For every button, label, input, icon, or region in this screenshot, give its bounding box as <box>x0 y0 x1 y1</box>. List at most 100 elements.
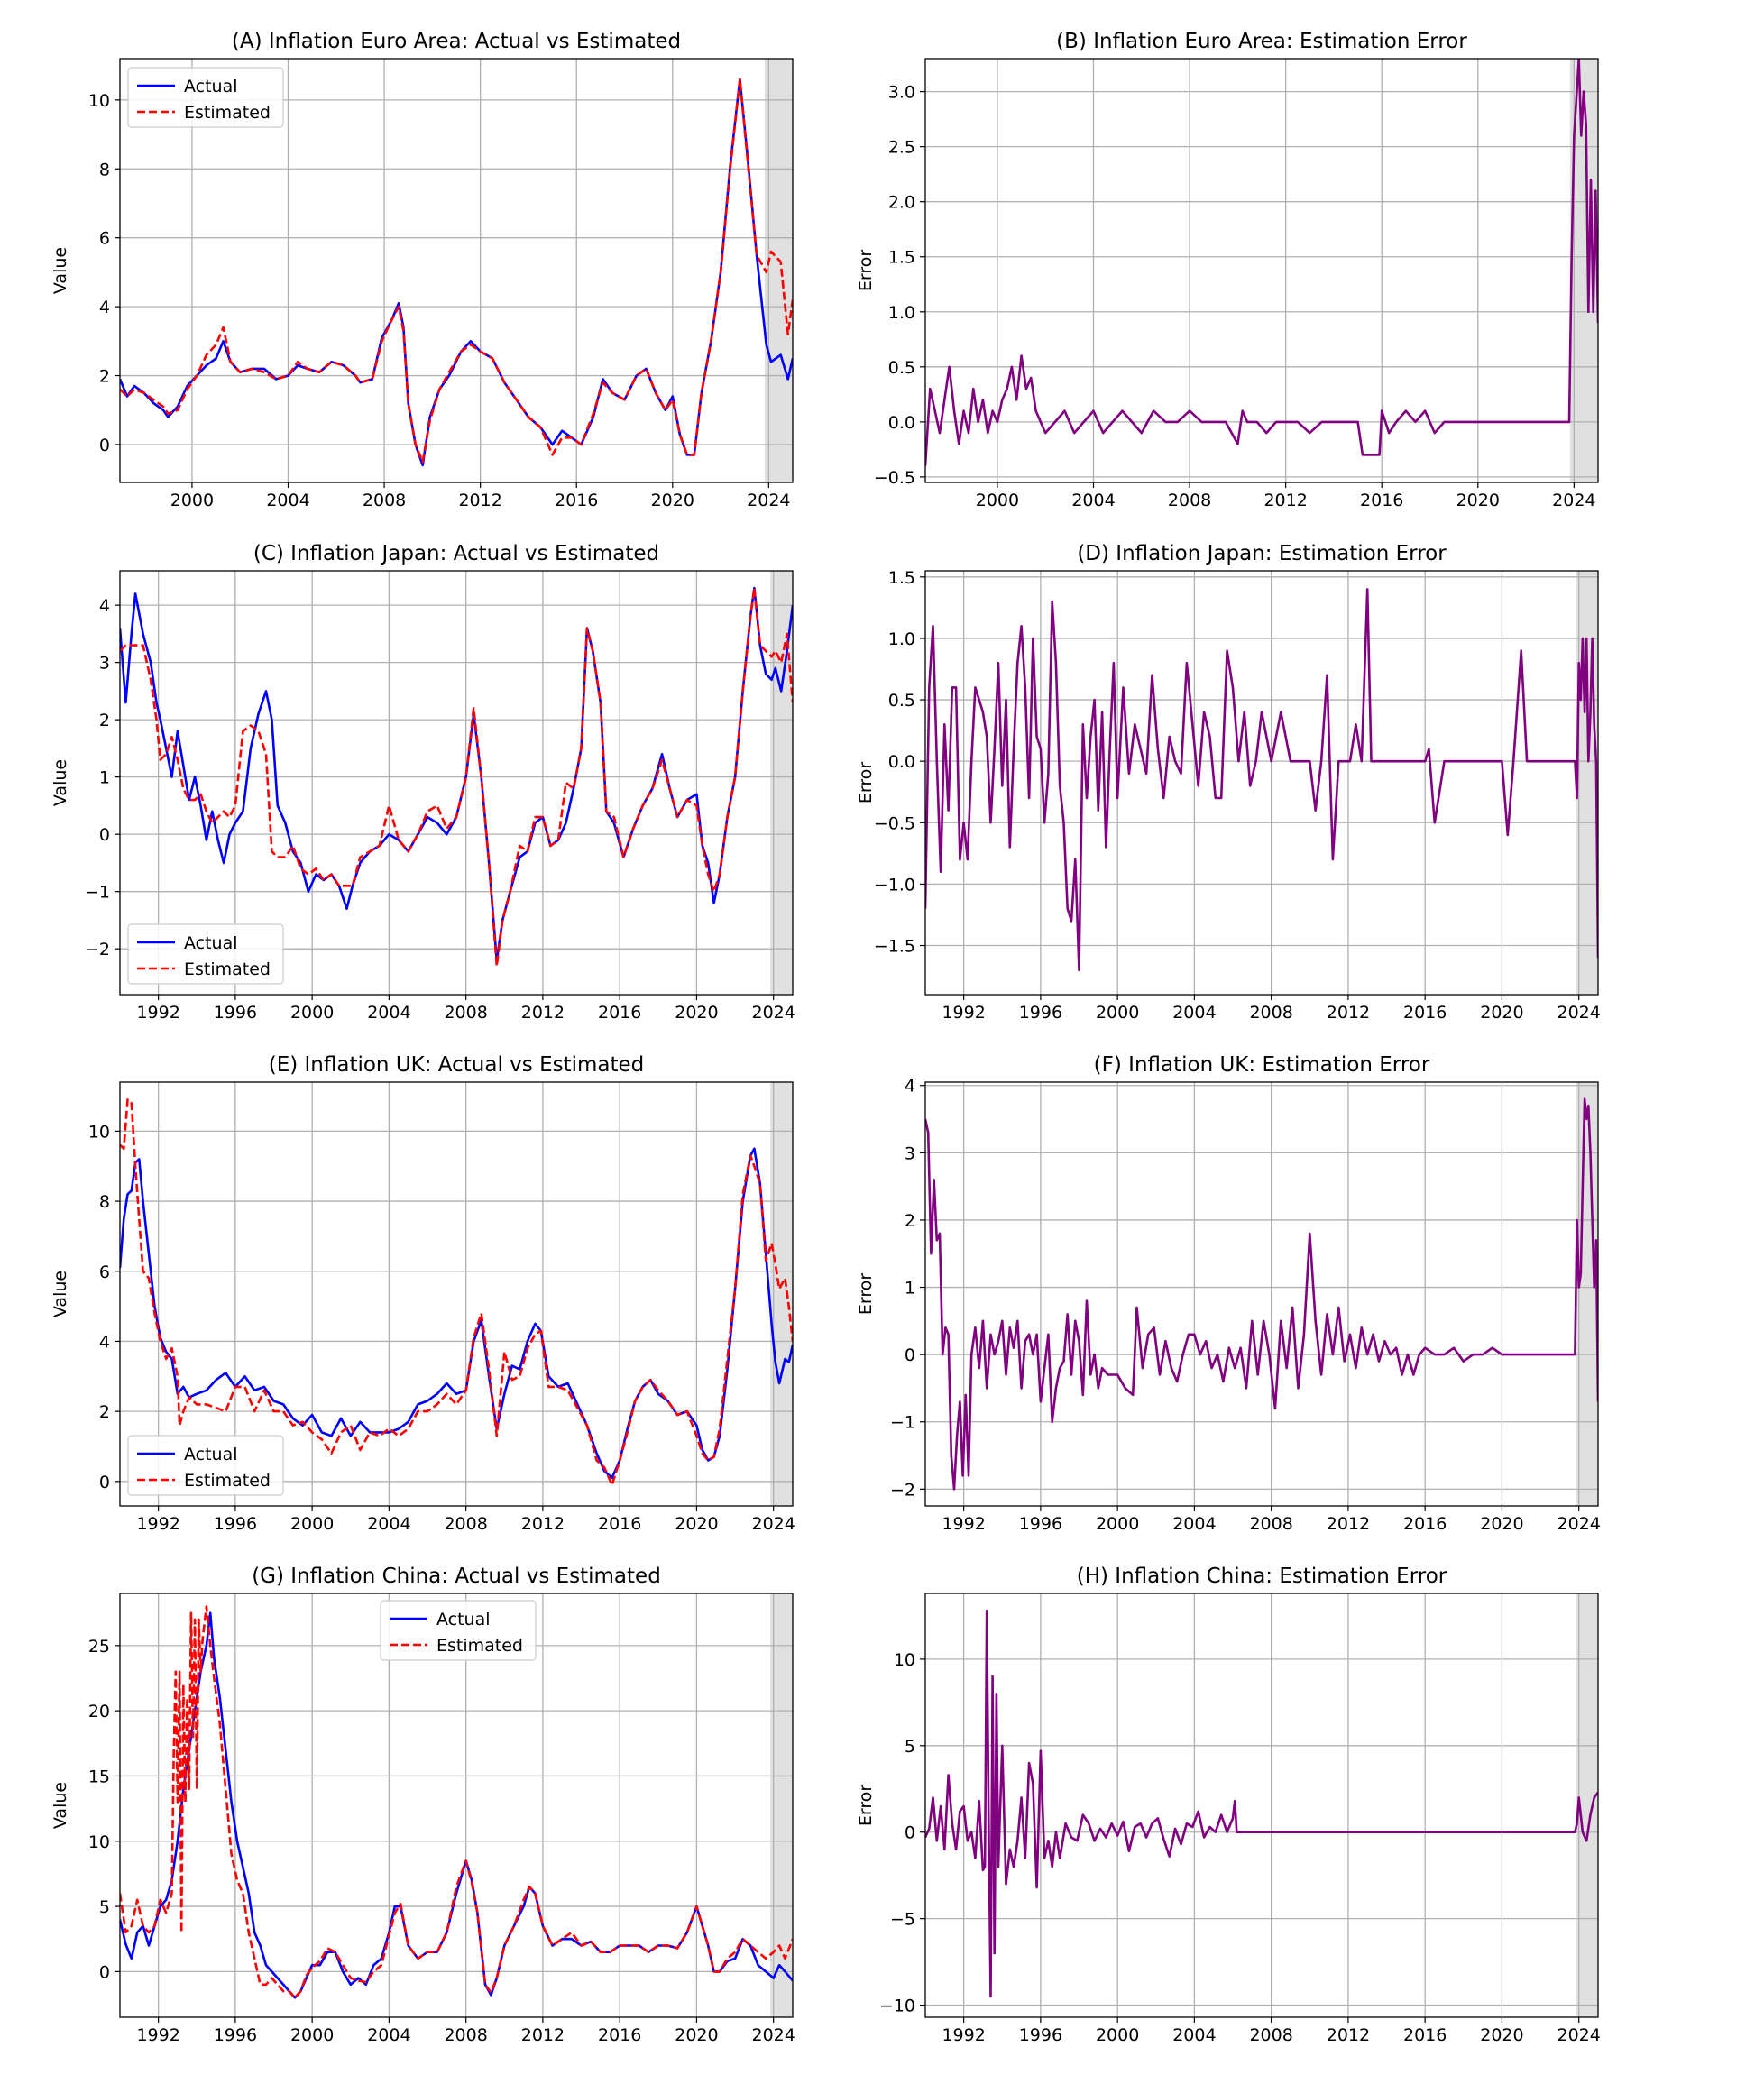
legend-label-actual: Actual <box>436 1610 491 1629</box>
legend: Actual Estimated <box>127 923 284 985</box>
x-tick-label: 1992 <box>136 2025 179 2045</box>
y-tick-label: 6 <box>99 1262 110 1282</box>
y-axis-label: Value <box>51 247 70 294</box>
legend-label-estimated: Estimated <box>184 1471 271 1491</box>
y-tick-label: 1.5 <box>888 568 915 588</box>
y-tick-label: 8 <box>99 160 110 179</box>
series-actual-line <box>120 1611 793 1999</box>
y-tick-label: 0 <box>99 1473 110 1492</box>
y-tick-label: 0 <box>99 825 110 845</box>
x-tick-label: 2024 <box>1557 2025 1601 2045</box>
x-tick-label: 2016 <box>598 1514 641 1534</box>
x-tick-label: 1996 <box>1019 2025 1062 2045</box>
y-tick-label: 4 <box>905 1077 915 1097</box>
x-tick-label: 2004 <box>266 491 309 510</box>
plot-frame <box>119 58 794 483</box>
legend: Actual Estimated <box>127 1435 284 1496</box>
x-tick-label: 2020 <box>675 2025 718 2045</box>
x-tick-label: 2004 <box>367 2025 410 2045</box>
legend-label-estimated: Estimated <box>184 103 271 123</box>
y-tick-label: −1.5 <box>874 937 915 957</box>
legend-label-estimated: Estimated <box>436 1636 523 1656</box>
x-tick-label: 2012 <box>1327 1003 1370 1023</box>
legend: Actual Estimated <box>380 1600 537 1661</box>
y-tick-label: 1.5 <box>888 248 915 268</box>
x-tick-label: 2004 <box>367 1003 410 1023</box>
plot-background <box>925 571 1598 995</box>
y-axis-label: Error <box>856 250 876 292</box>
y-tick-label: 10 <box>88 91 110 111</box>
x-tick-label: 2016 <box>1403 1514 1447 1534</box>
x-tick-label: 2024 <box>752 1003 795 1023</box>
series-error-line <box>925 59 1598 466</box>
x-tick-label: 2004 <box>1172 1514 1216 1534</box>
y-tick-label: 2.5 <box>888 138 915 158</box>
y-tick-label: −5 <box>890 1910 915 1930</box>
x-tick-label: 2000 <box>976 491 1019 510</box>
x-tick-label: 2020 <box>651 491 694 510</box>
plot-background <box>925 1082 1598 1506</box>
y-tick-label: 1 <box>905 1279 915 1299</box>
x-tick-label: 2020 <box>675 1003 718 1023</box>
x-tick-label: 2012 <box>1263 491 1307 510</box>
panel-h-china-estimation-error: 1992 1996 2000 2004 2008 2012 2016 2020 2024 −10 −… <box>856 1565 1601 2045</box>
plot-frame <box>924 1593 1599 2018</box>
x-tick-label: 2012 <box>458 491 501 510</box>
y-tick-label: −1 <box>890 1413 915 1433</box>
x-tick-label: 2024 <box>747 491 790 510</box>
x-tick-label: 2004 <box>1172 2025 1216 2045</box>
series-error-line <box>925 1097 1598 1491</box>
y-tick-label: 10 <box>88 1122 110 1142</box>
y-tick-label: 20 <box>88 1702 110 1721</box>
series-error-line <box>925 588 1598 972</box>
y-tick-label: 3 <box>99 654 110 674</box>
chart-title: (G) Inflation China: Actual vs Estimated <box>252 1565 661 1588</box>
y-tick-label: 25 <box>88 1637 110 1657</box>
x-tick-label: 2000 <box>1096 2025 1139 2045</box>
y-tick-label: 4 <box>99 298 110 317</box>
chart-title: (A) Inflation Euro Area: Actual vs Estim… <box>232 30 681 53</box>
y-tick-label: 0 <box>905 1823 915 1843</box>
y-tick-label: −0.5 <box>874 468 915 488</box>
y-tick-label: 5 <box>905 1737 915 1757</box>
x-tick-label: 2008 <box>1249 2025 1292 2045</box>
x-tick-label: 2020 <box>675 1514 718 1534</box>
chart-title: (B) Inflation Euro Area: Estimation Erro… <box>1056 30 1467 53</box>
series-estimated-line <box>120 78 793 464</box>
x-tick-label: 2020 <box>1480 2025 1523 2045</box>
x-tick-label: 2000 <box>170 491 214 510</box>
legend-label-estimated: Estimated <box>184 959 271 979</box>
series-estimated-line <box>120 586 793 968</box>
x-tick-label: 2012 <box>1327 2025 1370 2045</box>
x-tick-label: 1992 <box>942 2025 985 2045</box>
x-tick-label: 2004 <box>367 1514 410 1534</box>
y-axis-label: Error <box>856 1785 876 1827</box>
y-tick-label: 0.5 <box>888 358 915 378</box>
y-tick-label: −2 <box>85 940 110 959</box>
x-tick-label: 2016 <box>598 2025 641 2045</box>
y-tick-label: 8 <box>99 1192 110 1212</box>
x-tick-label: 2008 <box>444 2025 487 2045</box>
series-estimated-line <box>120 1605 793 1999</box>
chart-title: (F) Inflation UK: Estimation Error <box>1094 1053 1430 1077</box>
panel-b-euro-area-estimation-error: 2000 2004 2008 2012 2016 2020 2024 −0.5 0.0 0.5 1.… <box>856 30 1599 510</box>
x-tick-label: 2020 <box>1480 1003 1523 1023</box>
y-tick-label: −10 <box>879 1997 915 2016</box>
y-tick-label: 15 <box>88 1767 110 1786</box>
plot-background <box>925 59 1598 482</box>
panel-f-uk-estimation-error: 1992 1996 2000 2004 2008 2012 2016 2020 2024 −2 −1… <box>856 1053 1601 1534</box>
x-tick-label: 2008 <box>444 1514 487 1534</box>
x-tick-label: 2000 <box>290 2025 334 2045</box>
plot-frame <box>924 58 1599 483</box>
x-tick-label: 2024 <box>1557 1003 1601 1023</box>
y-tick-label: 0.0 <box>888 752 915 772</box>
plot-frame <box>924 1081 1599 1507</box>
series-estimated-line <box>120 1098 793 1486</box>
plot-background <box>120 59 793 482</box>
plot-frame <box>119 1593 794 2018</box>
x-tick-label: 2004 <box>1172 1003 1216 1023</box>
x-tick-label: 1996 <box>214 2025 257 2045</box>
y-tick-label: −0.5 <box>874 813 915 833</box>
legend-label-actual: Actual <box>184 77 238 96</box>
y-tick-label: 10 <box>88 1832 110 1852</box>
